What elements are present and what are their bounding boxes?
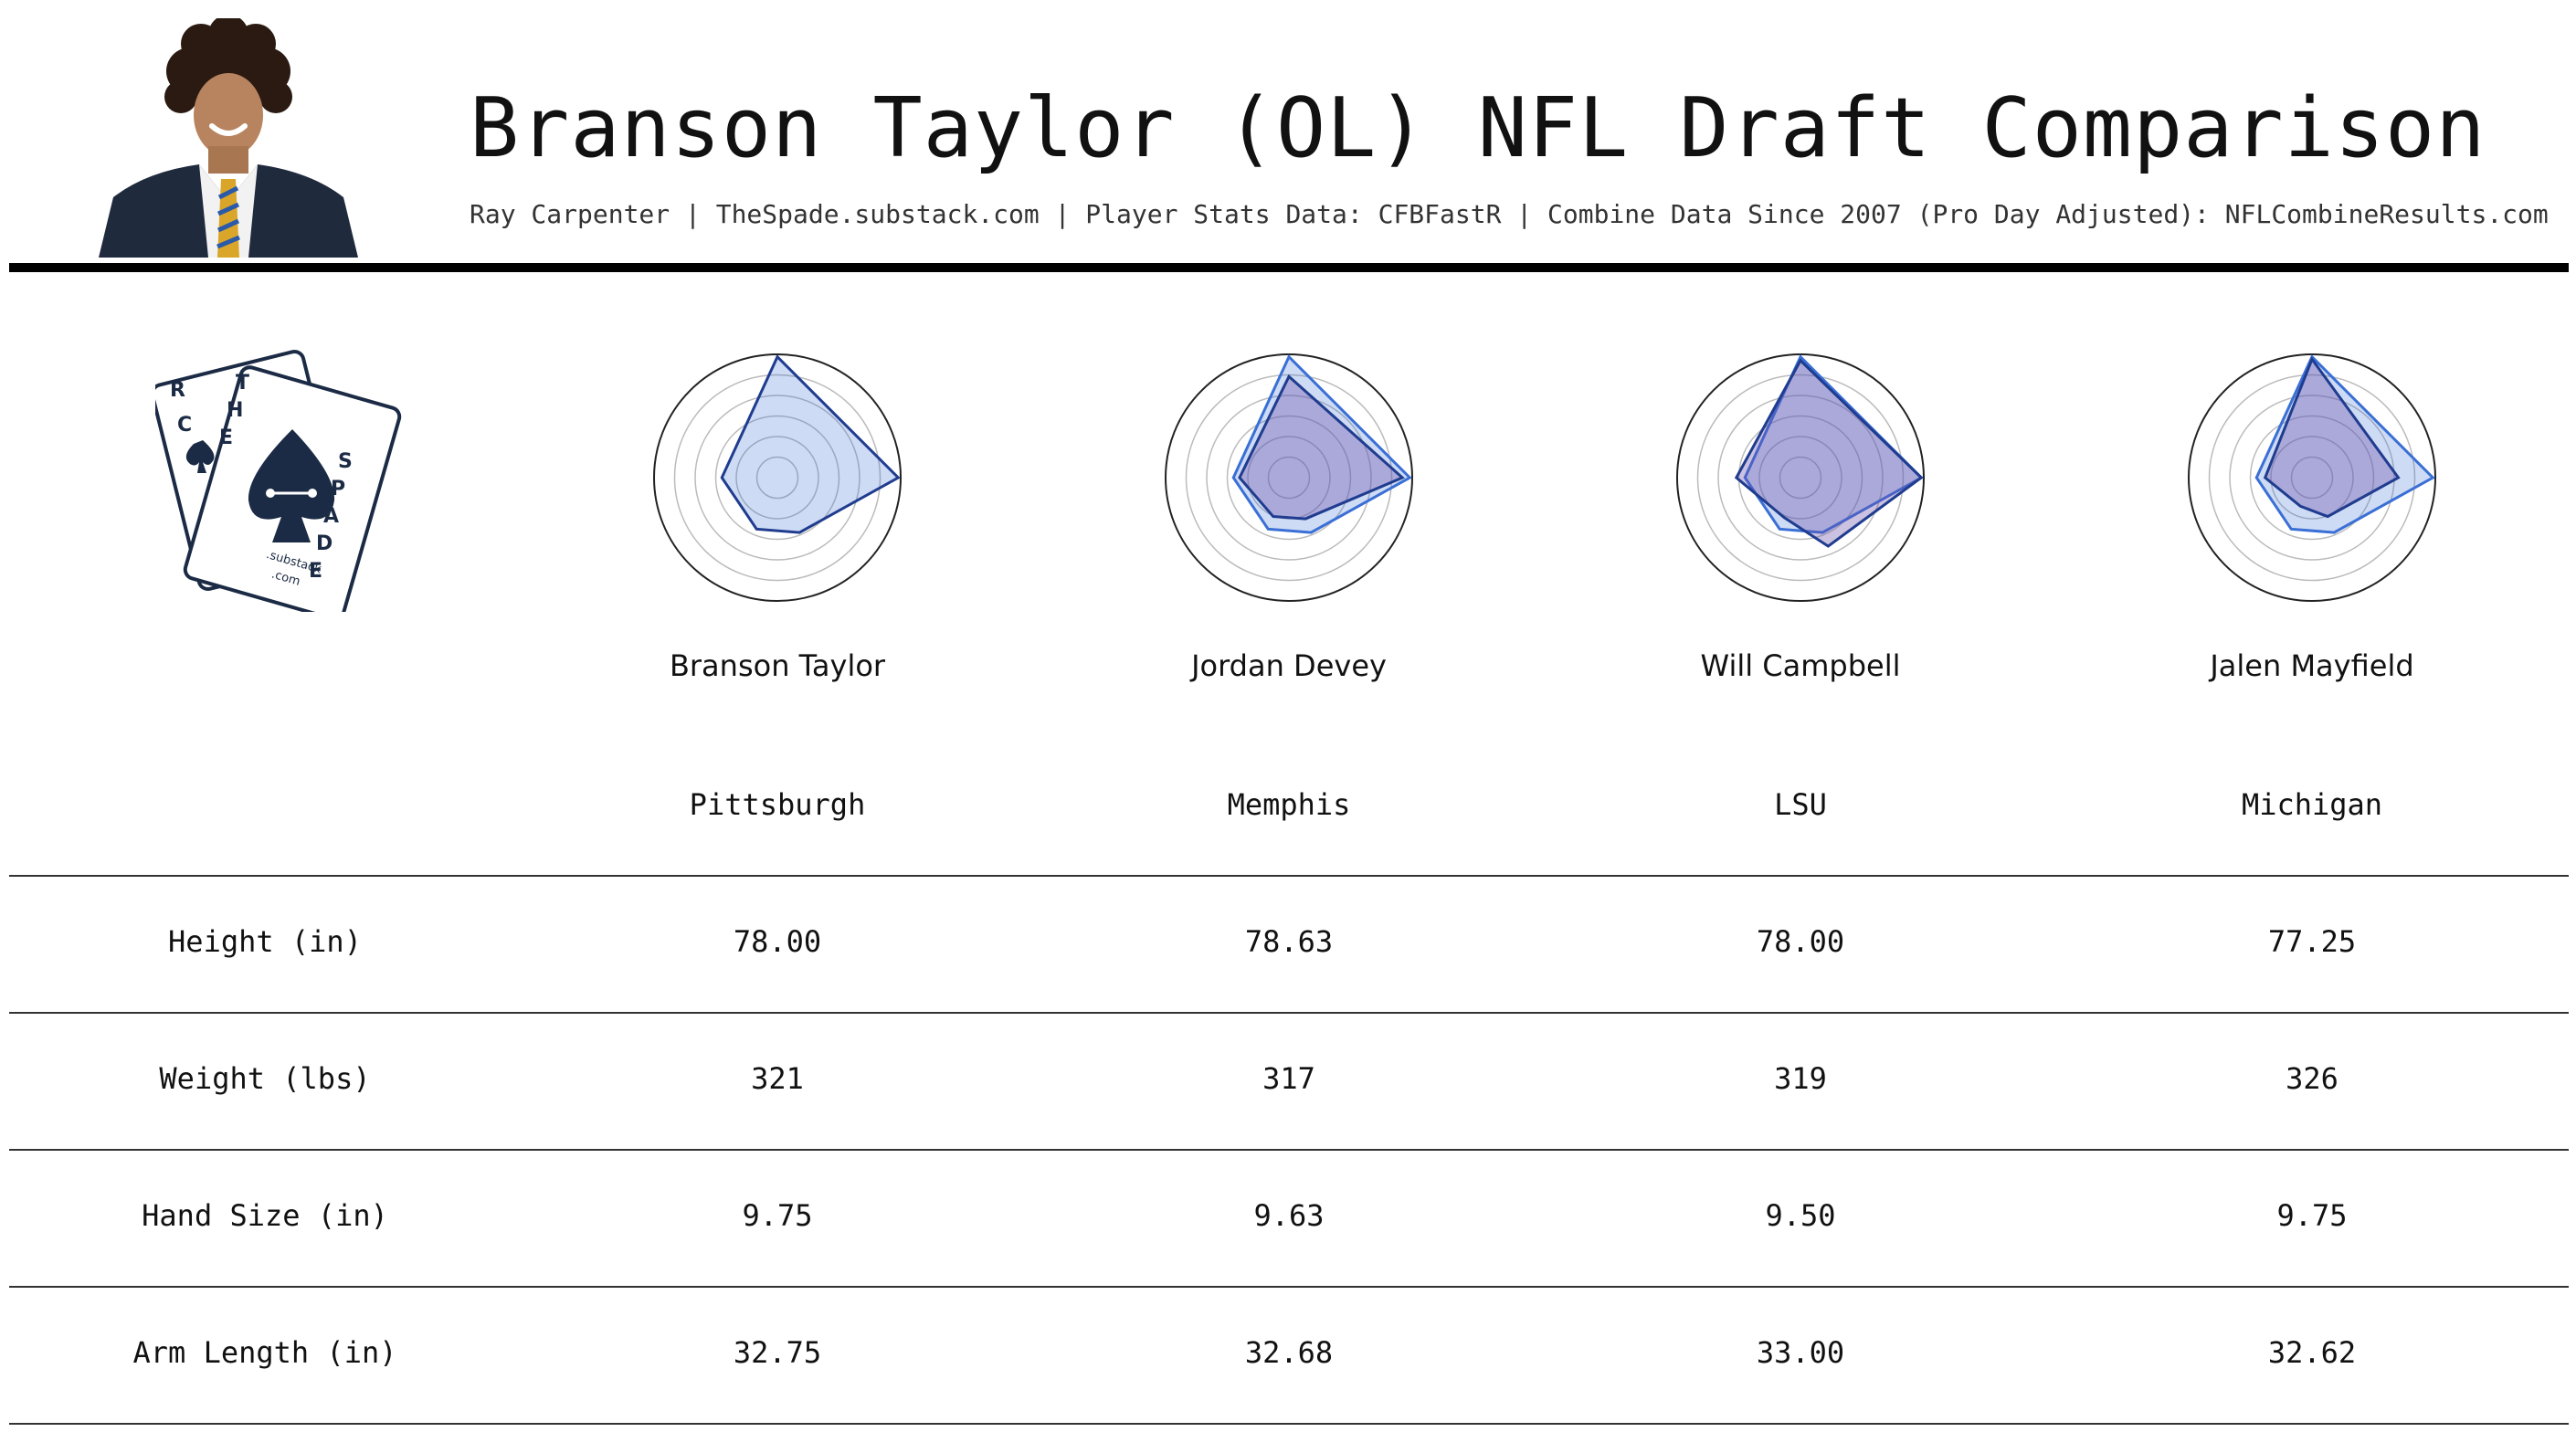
table-cell: 9.75: [2276, 1198, 2348, 1233]
radar-grid-ring: [2208, 374, 2416, 582]
table-cell: 77.25: [2267, 924, 2357, 959]
radar-grid-ring: [1267, 456, 1311, 500]
radar-series-subject: [2254, 354, 2435, 534]
table-divider: [9, 1012, 2569, 1014]
radar-series-comparison: [1238, 374, 1405, 521]
radar-series-comparison: [1734, 358, 1924, 548]
table-cell: 9.63: [1253, 1198, 1325, 1233]
table-cell: 78.00: [1756, 924, 1845, 959]
player-name: Jalen Mayfield: [2210, 648, 2414, 683]
radar-grid-ring: [2188, 353, 2436, 602]
table-cell: 78.63: [1244, 924, 1334, 959]
row-label-weight: Weight (lbs): [159, 1061, 371, 1096]
logo-letter-t: T: [236, 372, 249, 395]
the-spade-logo: R C T H E S P A D E .substack .com: [155, 349, 402, 612]
radar-grid-ring: [653, 353, 902, 602]
logo-letter-e2: E: [309, 560, 322, 583]
radar-grid-ring: [1717, 395, 1884, 561]
logo-letter-h: H: [227, 399, 243, 422]
radar-chart-jordan-devey: [1165, 353, 1413, 602]
player-school: Memphis: [1227, 787, 1351, 822]
table-divider: [9, 1423, 2569, 1425]
radar-grid-ring: [2229, 395, 2395, 561]
table-cell: 9.50: [1765, 1198, 1836, 1233]
small-spade-icon: [185, 440, 215, 473]
table-cell: 32.62: [2267, 1335, 2357, 1370]
table-cell: 32.68: [1244, 1335, 1334, 1370]
logo-letter-s: S: [338, 450, 353, 473]
radar-grid-ring: [694, 395, 860, 561]
player-school: Pittsburgh: [689, 787, 866, 822]
radar-grid-ring: [1737, 415, 1863, 541]
table-cell: 317: [1262, 1061, 1315, 1096]
logo-letter-r: R: [170, 379, 185, 402]
logo-letter-c: C: [177, 414, 192, 437]
player-headshot: [99, 18, 358, 258]
radar-grid-ring: [1758, 436, 1842, 520]
radar-grid-ring: [755, 456, 799, 500]
radar-grid-ring: [2249, 415, 2375, 541]
table-divider: [9, 1149, 2569, 1151]
player-name: Will Campbell: [1700, 648, 1901, 683]
logo-letter-e: E: [219, 426, 233, 449]
player-name: Branson Taylor: [669, 648, 886, 683]
row-label-height: Height (in): [168, 924, 362, 959]
row-label-hand-size: Hand Size (in): [142, 1198, 388, 1233]
radar-grid-ring: [1165, 353, 1413, 602]
page-subtitle: Ray Carpenter | TheSpade.substack.com | …: [470, 199, 2549, 229]
radar-chart-will-campbell: [1676, 353, 1925, 602]
table-cell: 326: [2286, 1061, 2338, 1096]
table-cell: 33.00: [1756, 1335, 1845, 1370]
radar-chart-branson-taylor: [653, 353, 902, 602]
table-cell: 32.75: [733, 1335, 822, 1370]
radar-grid-ring: [2270, 436, 2354, 520]
radar-grid-ring: [1676, 353, 1925, 602]
big-spade-icon: [248, 429, 335, 542]
radar-grid-ring: [1696, 374, 1905, 582]
table-divider: [9, 875, 2569, 877]
radar-grid-ring: [1206, 395, 1372, 561]
table-divider: [9, 1286, 2569, 1288]
table-cell: 78.00: [733, 924, 822, 959]
table-cell: 319: [1774, 1061, 1827, 1096]
radar-grid-ring: [2290, 456, 2334, 500]
radar-grid-ring: [1226, 415, 1352, 541]
radar-chart-jalen-mayfield: [2188, 353, 2436, 602]
player-school: Michigan: [2241, 787, 2383, 822]
header-divider: [9, 263, 2569, 272]
table-cell: 9.75: [742, 1198, 813, 1233]
page-title: Branson Taylor (OL) NFL Draft Comparison: [470, 80, 2486, 176]
player-school: LSU: [1774, 787, 1827, 822]
logo-letter-d: D: [316, 532, 333, 555]
radar-grid-ring: [735, 436, 819, 520]
logo-letter-p: P: [331, 478, 345, 500]
row-label-arm-length: Arm Length (in): [132, 1335, 397, 1370]
radar-grid-ring: [1779, 456, 1822, 500]
radar-grid-ring: [714, 415, 840, 541]
radar-series-comparison: [2263, 356, 2401, 519]
table-cell: 321: [751, 1061, 804, 1096]
radar-series-subject: [720, 354, 901, 534]
radar-grid-ring: [673, 374, 882, 582]
player-name: Jordan Devey: [1191, 648, 1387, 683]
